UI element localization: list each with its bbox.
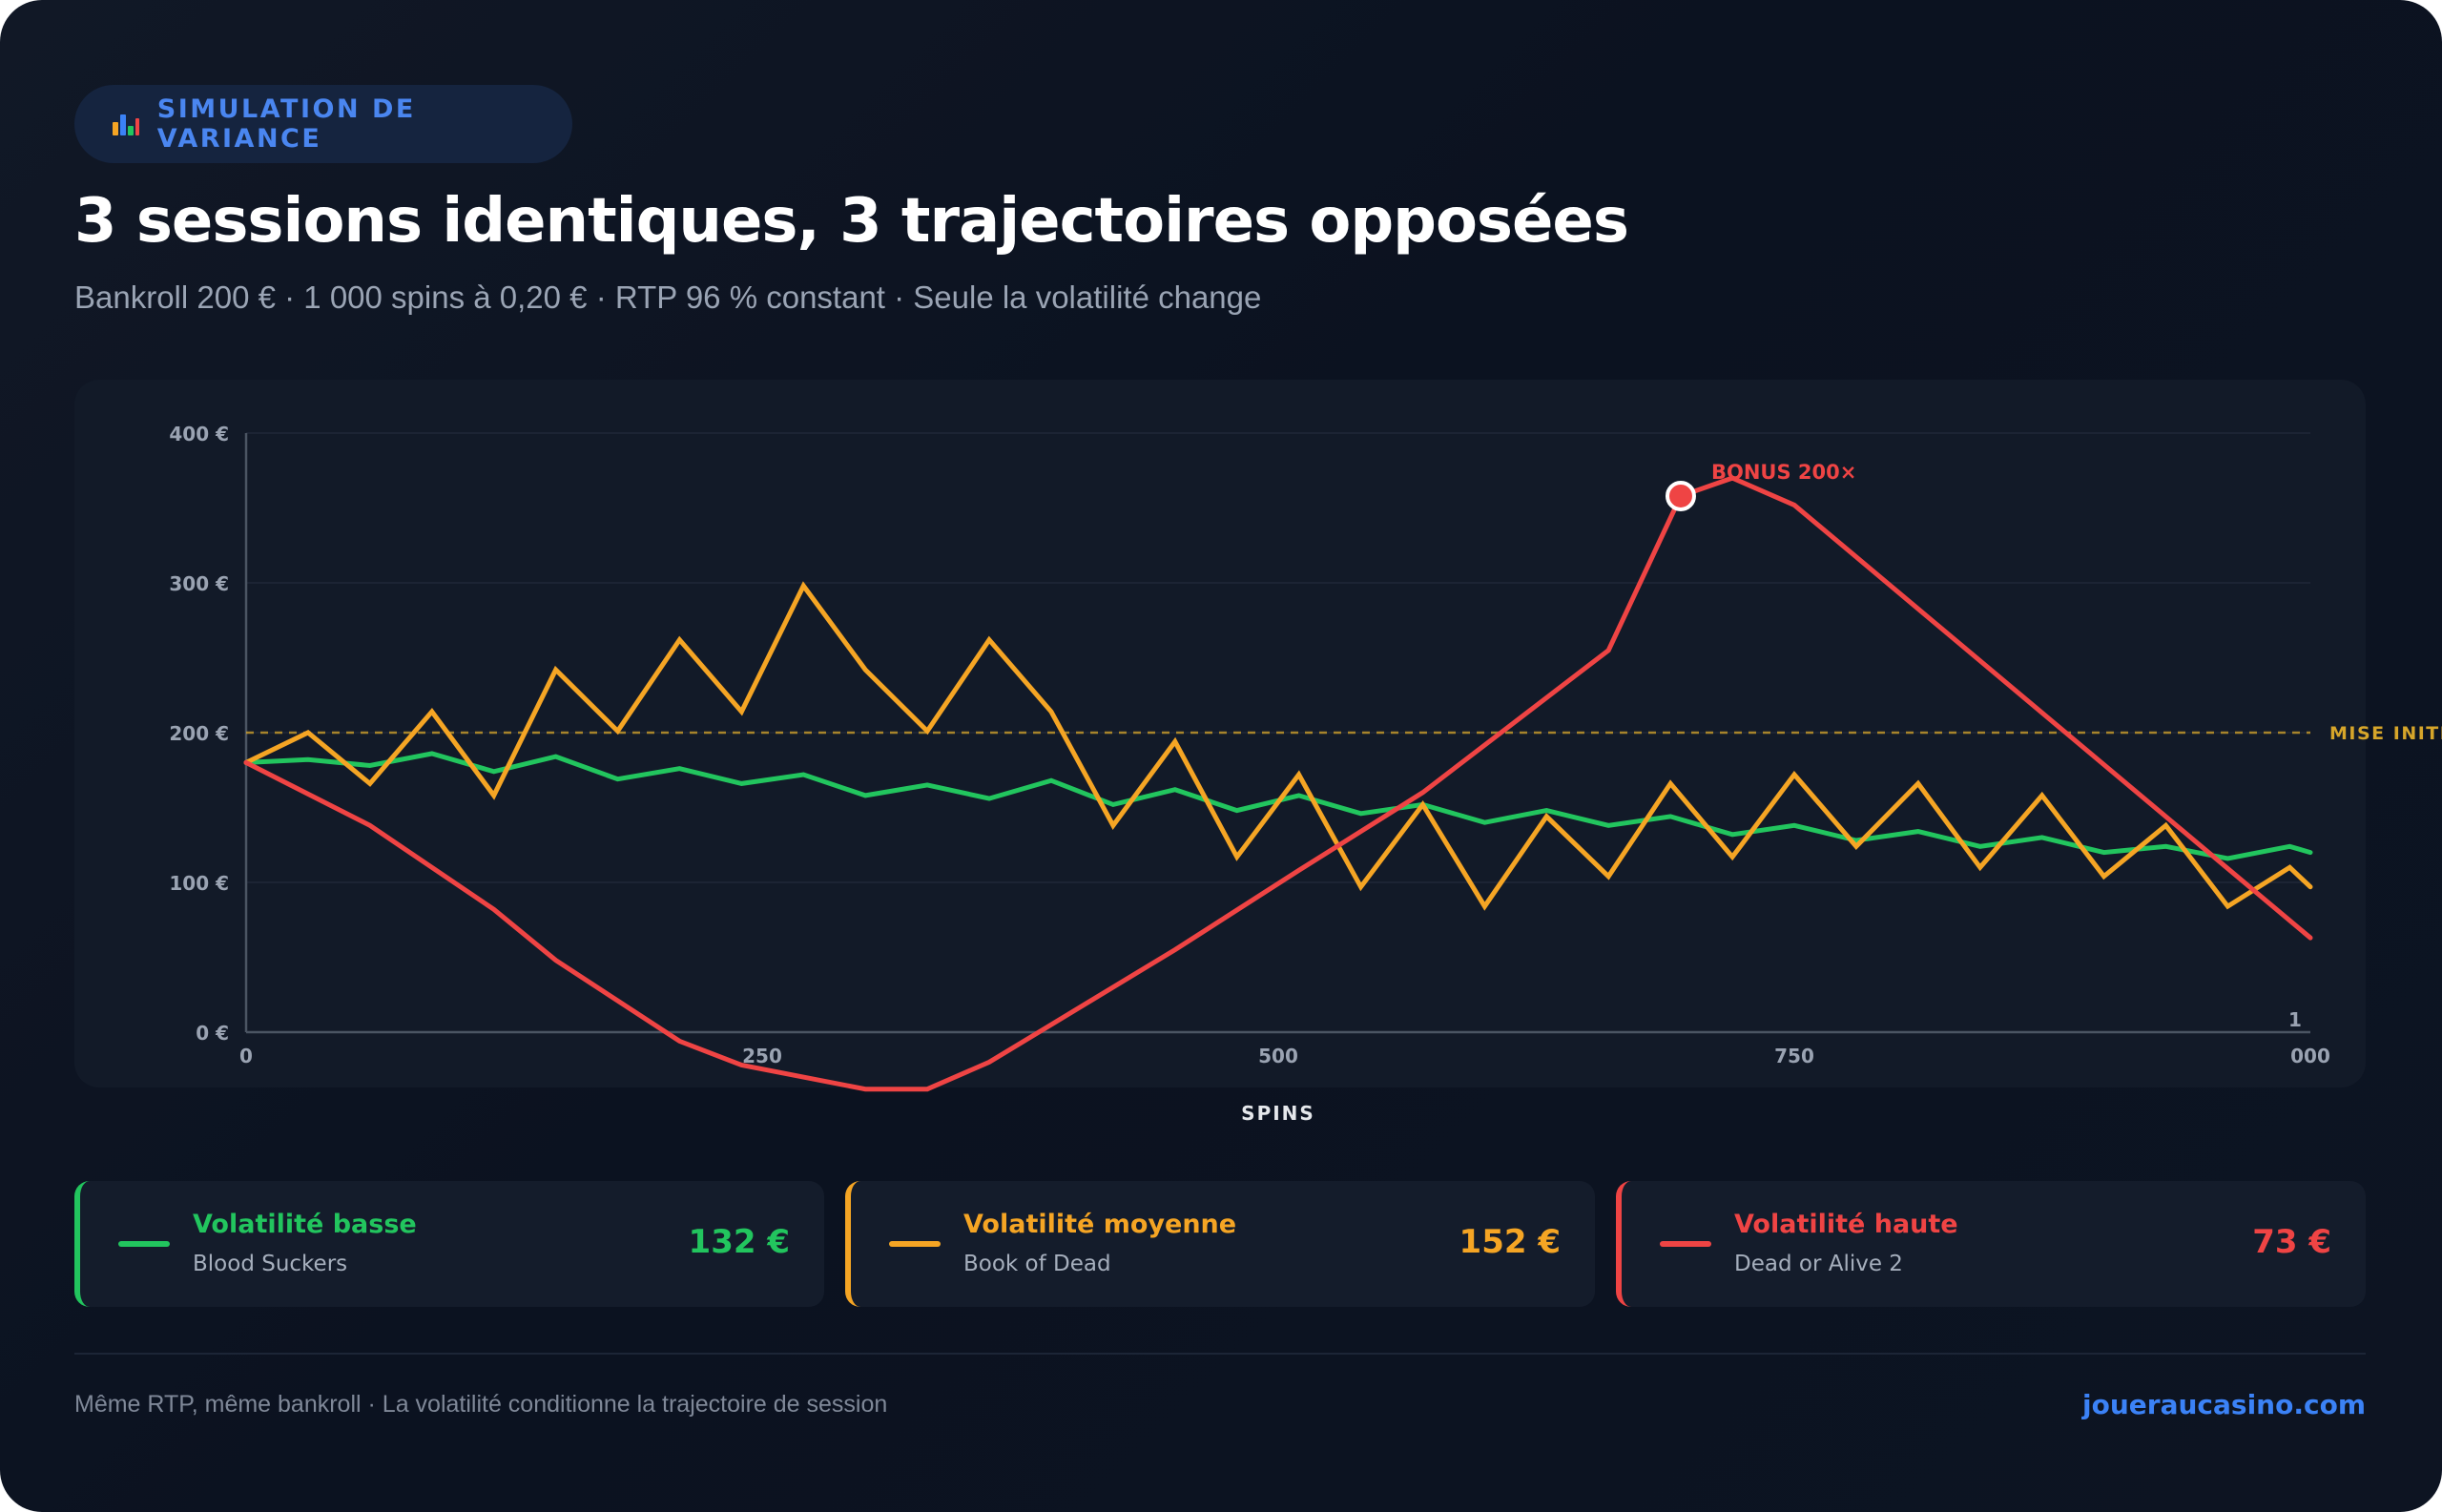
legend-game-low: Blood Suckers (193, 1252, 348, 1276)
y-tick-label: 400 € (169, 423, 229, 445)
x-tick-label: 1 (2288, 1008, 2302, 1031)
chart-panel: 0 €100 €200 €300 €400 €0 250 500 750 1 000 SPI… (74, 380, 2442, 1125)
footer-divider (74, 1353, 2366, 1355)
legend-name-high: Volatilité haute (1734, 1210, 1958, 1239)
x-tick-label: 500 (1258, 1045, 1298, 1067)
bar-chart-icon (113, 111, 139, 137)
legend-game-high: Dead or Alive 2 (1734, 1252, 1903, 1276)
y-tick-label: 100 € (169, 872, 229, 895)
bonus-marker (1665, 480, 1696, 511)
reference-line-label: MISE INITIALE (2329, 723, 2442, 744)
section-badge: SIMULATION DE VARIANCE (74, 85, 572, 163)
legend-value-high: 73 € (2252, 1223, 2331, 1261)
legend-line-medium (889, 1241, 941, 1247)
series-line-2 (243, 475, 2313, 1092)
legend-game-medium: Book of Dead (963, 1252, 1111, 1276)
legend-value-medium: 152 € (1459, 1223, 1561, 1261)
page-title: 3 sessions identiques, 3 trajectoires op… (74, 186, 1629, 257)
legend-line-low (118, 1241, 170, 1247)
x-axis-title: SPINS (1241, 1102, 1315, 1125)
y-tick-label: 0 € (196, 1022, 229, 1045)
y-tick-label: 200 € (169, 722, 229, 745)
legend-name-medium: Volatilité moyenne (963, 1210, 1237, 1239)
legend-card-high: Volatilité haute Dead or Alive 2 73 € (1616, 1181, 2366, 1307)
footer-note: Même RTP, même bankroll · La volatilité … (74, 1391, 888, 1418)
badge-label: SIMULATION DE VARIANCE (156, 94, 416, 154)
x-tick-label: 250 (742, 1045, 782, 1067)
legend-card-low: Volatilité basse Blood Suckers 132 € (74, 1181, 824, 1307)
series-line-1 (243, 581, 2313, 911)
bonus-annotation-label: BONUS 200× (1711, 461, 1856, 484)
x-tick-label: 750 (1774, 1045, 1814, 1067)
line-chart: 0 €100 €200 €300 €400 €0 250 500 7501000SPI… (169, 423, 2442, 1125)
footer-site-link[interactable]: joueraucasino.com (2082, 1389, 2366, 1420)
legend-card-medium: Volatilité moyenne Book of Dead 152 € (845, 1181, 1595, 1307)
legend-name-low: Volatilité basse (193, 1210, 417, 1239)
x-tick-label: 0 (239, 1045, 253, 1067)
page-subtitle: Bankroll 200 € · 1 000 spins à 0,20 € · … (74, 280, 1262, 315)
y-tick-label: 300 € (169, 572, 229, 595)
x-tick-label: 000 (2290, 1045, 2330, 1067)
legend-line-high (1660, 1241, 1711, 1247)
legend-value-low: 132 € (688, 1223, 790, 1261)
